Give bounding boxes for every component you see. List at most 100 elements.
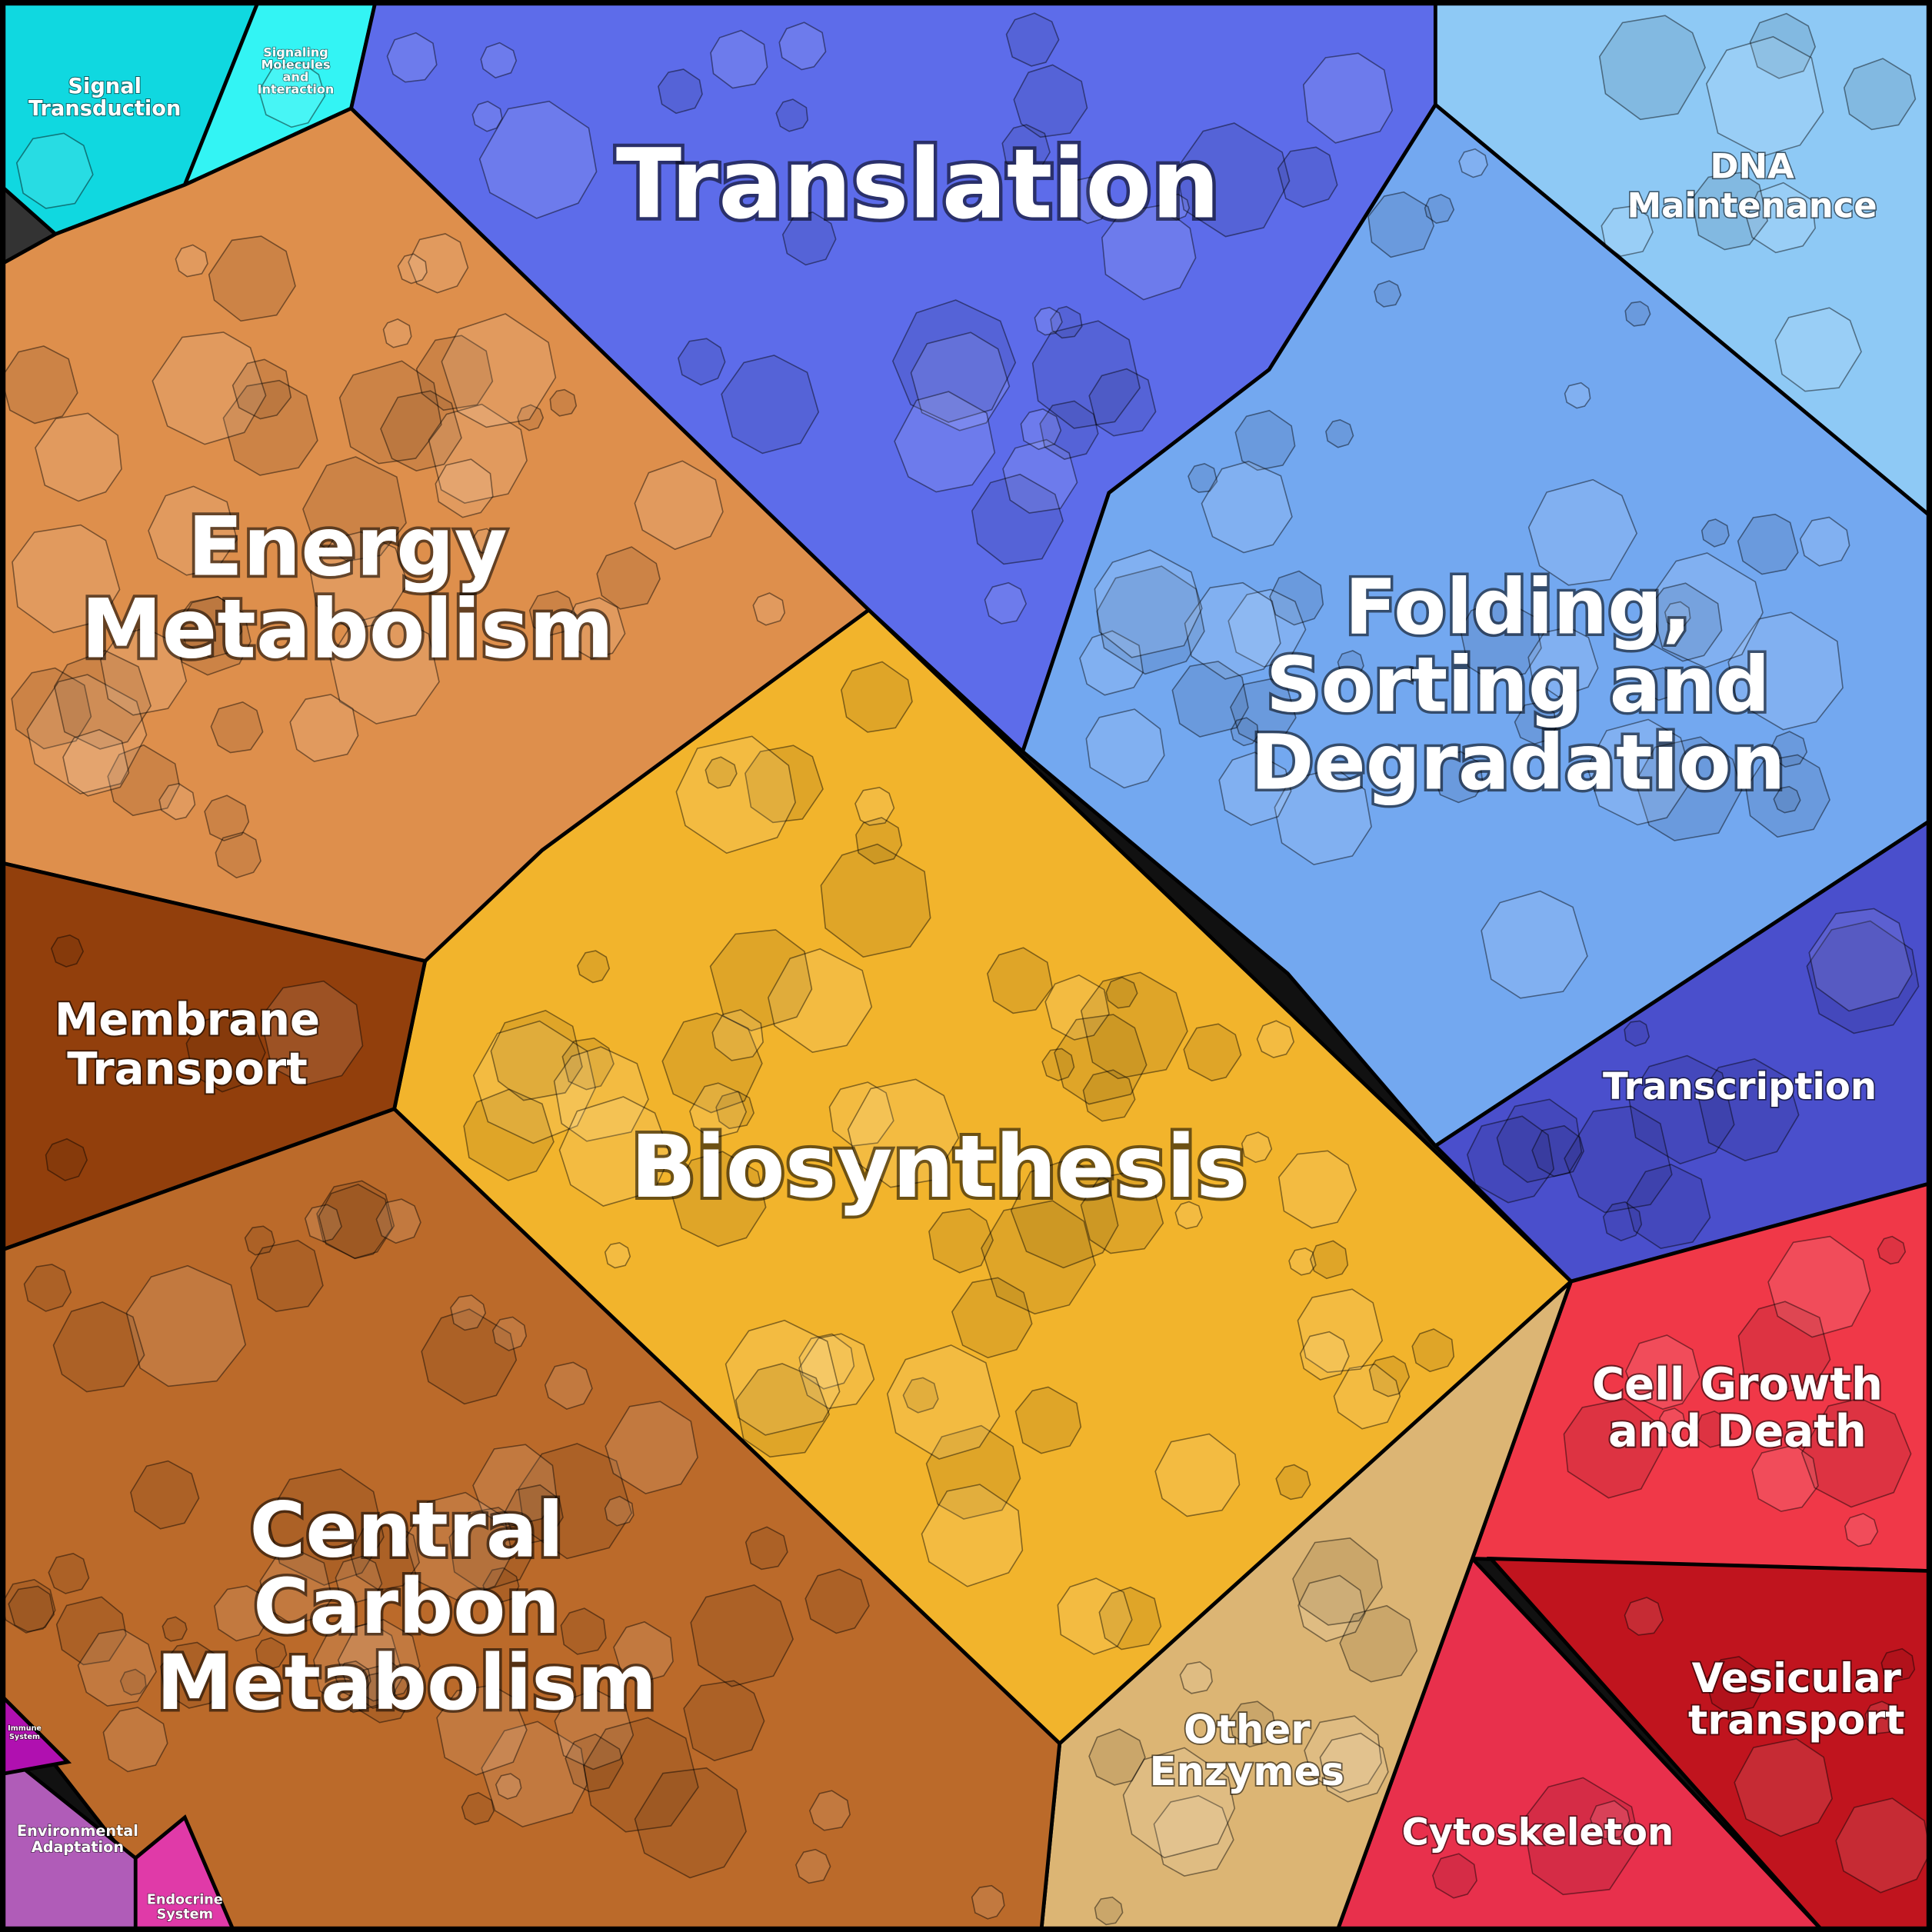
cell xyxy=(921,1484,1024,1587)
region-label: Biosynthesis xyxy=(631,1118,1247,1217)
cell xyxy=(1645,582,1723,662)
cell xyxy=(335,1555,383,1604)
cell xyxy=(375,1198,421,1244)
cell xyxy=(678,338,726,386)
cell xyxy=(1424,194,1455,224)
cell xyxy=(1001,124,1051,174)
region-label: Degradation xyxy=(1251,718,1785,807)
cell xyxy=(53,650,152,750)
cell xyxy=(715,1091,754,1130)
cell xyxy=(1153,1794,1234,1877)
cell xyxy=(744,744,824,824)
cell xyxy=(1277,146,1338,208)
cell xyxy=(1368,1355,1411,1397)
cell xyxy=(158,783,196,821)
cell xyxy=(671,1151,767,1247)
cell xyxy=(26,674,148,794)
cell xyxy=(565,1733,625,1793)
cell xyxy=(15,132,94,209)
cell xyxy=(1234,409,1296,471)
cell xyxy=(215,831,261,879)
cell xyxy=(1034,306,1063,336)
cell xyxy=(1054,1014,1148,1105)
cell xyxy=(349,1520,421,1591)
cell xyxy=(1275,1464,1311,1501)
cell xyxy=(408,233,469,294)
cell xyxy=(480,42,518,78)
cell xyxy=(1230,717,1259,747)
cell xyxy=(259,1550,333,1625)
cell xyxy=(1625,1334,1700,1410)
cell xyxy=(1319,1732,1389,1803)
cell xyxy=(721,355,820,455)
cell xyxy=(891,299,1017,423)
cell xyxy=(397,253,428,285)
cell xyxy=(1179,1661,1213,1694)
cell xyxy=(386,32,438,83)
cell xyxy=(1057,1577,1133,1655)
cell xyxy=(1299,1331,1350,1381)
cell xyxy=(1227,588,1307,668)
cell xyxy=(1664,601,1691,628)
cell xyxy=(1002,438,1078,514)
region-label: Energy xyxy=(188,499,508,594)
cell xyxy=(1749,12,1816,79)
region-label: Other xyxy=(1184,1707,1311,1753)
cell xyxy=(1431,1853,1477,1899)
cell xyxy=(658,68,703,115)
cell xyxy=(1339,1604,1418,1683)
cell xyxy=(1700,518,1730,548)
cell xyxy=(436,1684,528,1776)
cell xyxy=(1085,708,1165,789)
cell xyxy=(152,331,267,445)
cell xyxy=(1274,768,1372,866)
cell xyxy=(1527,478,1638,586)
cell xyxy=(335,1661,371,1697)
cell xyxy=(12,524,121,634)
cell xyxy=(1864,1700,1898,1734)
cell xyxy=(886,1344,1001,1460)
cell xyxy=(705,756,738,789)
region-area xyxy=(1486,1557,1932,1932)
cell xyxy=(1737,513,1799,575)
cell xyxy=(778,22,827,71)
cell xyxy=(1105,976,1138,1009)
cell xyxy=(482,1567,520,1604)
region-label: Adaptation xyxy=(32,1838,124,1856)
cell xyxy=(604,1241,631,1269)
cell xyxy=(441,313,557,428)
cell xyxy=(353,1662,416,1724)
cell xyxy=(185,1011,266,1093)
region-label: Cell Growth xyxy=(1592,1358,1883,1411)
cell xyxy=(1094,549,1203,658)
cell xyxy=(1806,920,1920,1034)
cell xyxy=(1745,754,1830,838)
cell xyxy=(1304,1715,1382,1794)
cell xyxy=(304,1204,342,1243)
cell xyxy=(1522,1777,1641,1896)
cell xyxy=(266,1468,385,1586)
cell xyxy=(448,1507,533,1592)
cell xyxy=(553,1046,649,1142)
cell xyxy=(561,1038,615,1091)
cell xyxy=(1835,1797,1931,1894)
cell xyxy=(1337,650,1364,678)
cell xyxy=(52,1301,145,1393)
cell xyxy=(517,404,545,431)
cell xyxy=(1598,15,1706,121)
region-label: and xyxy=(283,69,309,84)
cell xyxy=(971,473,1064,565)
cell xyxy=(1563,1398,1664,1499)
region-label: Translation xyxy=(616,128,1220,240)
region-label: Environmental xyxy=(17,1822,138,1840)
cell xyxy=(358,1672,396,1709)
region-label: Metabolism xyxy=(81,582,614,677)
cell xyxy=(255,1637,288,1670)
region-label: Transcription xyxy=(1603,1065,1877,1108)
cell xyxy=(258,62,326,128)
region-label: Transduction xyxy=(28,97,181,121)
cell xyxy=(309,531,409,631)
region-label: Metabolism xyxy=(156,1639,657,1727)
cell xyxy=(798,1333,875,1410)
cell xyxy=(1602,1201,1643,1241)
